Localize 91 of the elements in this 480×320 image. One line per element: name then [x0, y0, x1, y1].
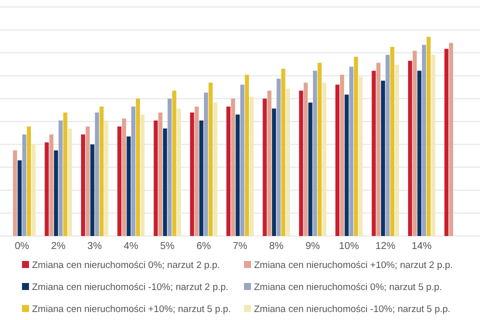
bar — [104, 120, 108, 236]
bar — [354, 56, 358, 236]
bar — [86, 126, 90, 236]
bar — [90, 144, 94, 236]
legend-label: Zmiana cen nieruchomości -10%; narzut 2 p.p. — [32, 282, 228, 293]
bar — [444, 48, 448, 236]
bar — [194, 106, 199, 236]
bar — [190, 112, 194, 236]
bar — [26, 126, 31, 236]
bar — [140, 114, 145, 236]
bar — [240, 84, 244, 236]
bar — [267, 90, 272, 236]
bar — [390, 46, 394, 236]
bar — [431, 54, 436, 236]
bar — [231, 98, 236, 236]
bar — [422, 44, 426, 236]
bar — [376, 62, 380, 236]
bar — [299, 90, 304, 236]
bar — [236, 114, 240, 236]
x-tick-label: 7% — [232, 241, 248, 252]
bar — [81, 134, 86, 236]
x-tick-label: 5% — [160, 241, 175, 252]
bar — [449, 42, 454, 236]
bar — [172, 90, 176, 236]
bar — [54, 150, 58, 236]
bar — [318, 62, 322, 236]
bar — [372, 70, 376, 236]
bar — [380, 80, 386, 236]
bar — [154, 120, 158, 236]
bar — [308, 102, 312, 236]
bar — [117, 126, 122, 236]
legend-label: Zmiana cen nieruchomości 0%; narzut 2 p.p. — [32, 260, 220, 271]
legend-label: Zmiana cen nieruchomości +10%; narzut 5 p.p. — [32, 304, 231, 315]
bar — [44, 142, 49, 236]
bar — [304, 82, 308, 236]
bar — [18, 160, 22, 236]
bar — [335, 84, 340, 236]
bar — [199, 120, 204, 236]
bar — [394, 64, 399, 236]
bar — [204, 92, 208, 236]
bar — [122, 118, 126, 236]
x-tick-label: 4% — [124, 241, 138, 252]
bar — [136, 98, 140, 236]
legend-label: Zmiana cen nieruchomości -10%; narzut 5 p.p. — [254, 304, 450, 315]
bar — [244, 74, 249, 236]
x-tick-label: 2% — [51, 241, 66, 252]
bar — [63, 112, 68, 236]
bar — [162, 128, 168, 236]
bar — [94, 112, 100, 236]
bar — [158, 112, 162, 236]
bar — [281, 68, 286, 236]
legend-label: Zmiana cen nieruchomości 0%; narzut 5 p.p. — [254, 282, 442, 293]
bar — [208, 82, 213, 236]
bar — [168, 98, 172, 236]
bar — [408, 60, 412, 236]
bar — [100, 106, 104, 236]
bar — [312, 70, 318, 236]
bar — [426, 36, 431, 236]
x-tick-label: 3% — [87, 241, 102, 252]
x-tick-label: 14% — [412, 241, 432, 252]
x-tick-label: 10% — [339, 241, 360, 252]
legend-label: Zmiana cen nieruchomości +10%; narzut 2 p.p. — [254, 260, 453, 271]
bar — [250, 96, 254, 236]
bar — [49, 134, 54, 236]
bar — [358, 76, 363, 236]
x-tick-label: 9% — [305, 241, 320, 252]
bar — [286, 88, 290, 236]
bar — [226, 106, 230, 236]
bar — [344, 94, 349, 236]
x-tick-label: 6% — [196, 241, 211, 252]
bar — [417, 70, 422, 236]
x-tick-label: 12% — [375, 241, 396, 252]
bar — [340, 74, 344, 236]
bar — [349, 66, 354, 236]
bar — [58, 120, 63, 236]
bar — [386, 54, 390, 236]
bar — [32, 144, 36, 236]
x-tick-label: 8% — [269, 241, 284, 252]
bar — [272, 108, 276, 236]
bar — [262, 98, 267, 236]
bar — [68, 128, 72, 236]
bar — [131, 106, 136, 236]
bar — [22, 134, 26, 236]
bar — [322, 82, 326, 236]
bar — [176, 108, 181, 236]
bar — [13, 150, 18, 236]
x-tick-label: 0% — [14, 241, 30, 252]
bar — [126, 136, 131, 236]
bar — [276, 78, 281, 236]
bar — [412, 50, 417, 236]
bar — [213, 102, 218, 236]
